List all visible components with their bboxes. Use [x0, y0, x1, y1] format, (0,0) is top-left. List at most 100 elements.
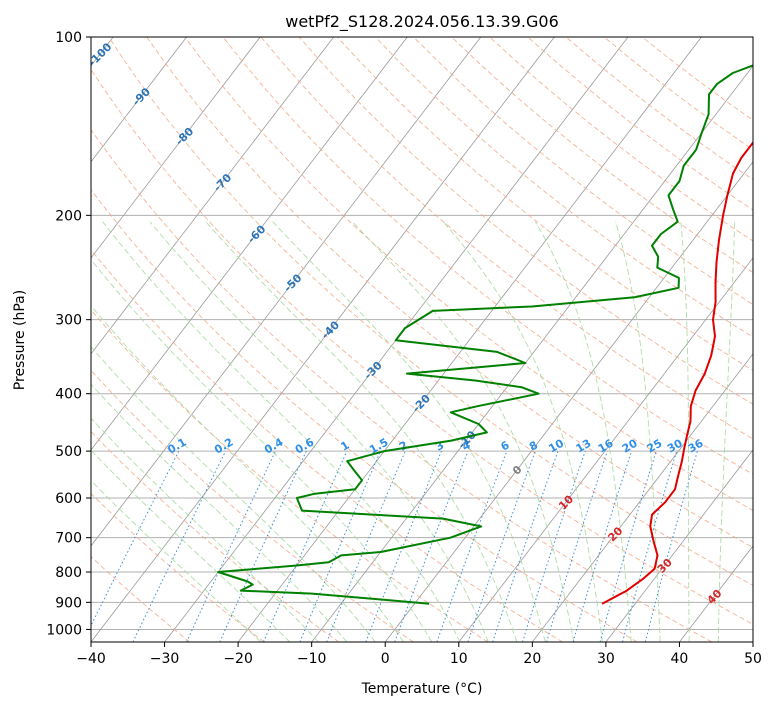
- mixing-ratio-line: [492, 450, 559, 642]
- isotherm-label: -30: [362, 359, 385, 382]
- dry-adiabat-line: [146, 37, 753, 549]
- y-tick-label: 400: [55, 387, 82, 403]
- dry-adiabat-line: [91, 309, 489, 642]
- isotherm-label: -50: [281, 271, 304, 294]
- mixing-ratio-line: [572, 450, 633, 642]
- dry-adiabat-line: [451, 37, 753, 274]
- isotherm-line: [605, 449, 753, 642]
- dry-adiabat-line: [260, 37, 753, 440]
- mixing-ratio-label: 13: [574, 437, 594, 456]
- isotherm-line: [237, 37, 702, 642]
- moist-adiabat-line: [91, 480, 262, 642]
- mixing-ratio-line: [644, 450, 698, 642]
- moist-adiabat-line: [351, 221, 575, 642]
- x-tick-label: 50: [744, 651, 762, 667]
- chart-title: wetPf2_S128.2024.056.13.39.G06: [285, 12, 559, 32]
- mixing-ratio-line: [219, 450, 307, 642]
- dry-adiabat-line: [91, 68, 753, 625]
- dry-adiabat-line: [375, 37, 753, 338]
- isotherm-label: 40: [705, 587, 725, 607]
- mixing-ratio-label: 30: [665, 436, 685, 455]
- dry-adiabat-line: [91, 189, 638, 642]
- dry-adiabat-line: [91, 492, 265, 642]
- moist-adiabat-line: [534, 221, 632, 642]
- isotherm-label: -100: [86, 40, 115, 69]
- dry-adiabat-line: [222, 37, 753, 475]
- mixing-ratio-line: [599, 450, 657, 642]
- mixing-ratio-line: [299, 450, 382, 642]
- x-tick-label: 40: [671, 651, 689, 667]
- moist-adiabat-line: [102, 221, 461, 642]
- background-lines: [91, 37, 753, 642]
- x-tick-label: 10: [450, 651, 468, 667]
- isotherm-line: [91, 37, 408, 451]
- y-tick-label: 300: [55, 313, 82, 329]
- mixing-ratio-line: [132, 450, 227, 642]
- isotherm-line: [311, 65, 753, 642]
- isotherm-line: [458, 257, 753, 642]
- mixing-ratio-label: 0.6: [293, 435, 317, 456]
- mixing-ratio-label: 16: [596, 436, 616, 455]
- isotherm-label: -90: [130, 85, 153, 108]
- x-axis-label: Temperature (°C): [361, 681, 483, 697]
- y-tick-label: 100: [55, 30, 82, 46]
- isotherm-label: 30: [655, 556, 675, 576]
- y-tick-label: 700: [55, 531, 82, 547]
- dry-adiabat-line: [91, 369, 414, 642]
- moist-adiabat-line: [91, 417, 319, 642]
- isotherm-line: [91, 37, 187, 163]
- dry-adiabat-line: [108, 37, 753, 586]
- x-tick-label: 0: [381, 651, 390, 667]
- isotherm-label: -80: [173, 125, 196, 148]
- y-tick-label: 200: [55, 208, 82, 224]
- y-tick-label: 600: [55, 491, 82, 507]
- mixing-ratio-line: [546, 450, 608, 642]
- isotherm-line: [531, 353, 753, 642]
- moist-adiabat-line: [680, 221, 690, 642]
- mixing-ratio-line: [365, 450, 442, 642]
- isotherm-line: [679, 545, 753, 642]
- x-tick-label: −30: [150, 651, 180, 667]
- isotherm-label: -20: [410, 392, 433, 415]
- dry-adiabat-line: [336, 37, 753, 371]
- moist-adiabat-line: [442, 221, 603, 642]
- moist-adiabat-line: [91, 305, 404, 642]
- dry-adiabat-line: [184, 37, 753, 512]
- dry-adiabat-line: [298, 37, 753, 405]
- mixing-ratio-line: [622, 450, 678, 642]
- dry-adiabat-line: [91, 129, 713, 642]
- y-axis-label: Pressure (hPa): [12, 290, 28, 390]
- moist-adiabat-line: [717, 221, 736, 642]
- mixing-ratio-label: 0.1: [165, 436, 188, 457]
- moist-adiabat-line: [272, 221, 546, 642]
- x-tick-label: −10: [297, 651, 327, 667]
- series-layer: [217, 64, 753, 605]
- dewpoint-series-line: [217, 64, 753, 605]
- dry-adiabat-line: [413, 37, 753, 305]
- y-tick-label: 1000: [46, 622, 82, 638]
- isotherm-line: [384, 161, 753, 642]
- temperature-series-line: [601, 140, 753, 605]
- isotherm-line: [91, 37, 555, 642]
- mixing-ratio-line: [263, 450, 348, 642]
- y-tick-label: 800: [55, 565, 82, 581]
- dry-adiabat-line: [527, 37, 753, 211]
- mixing-ratio-label: 10: [546, 436, 566, 455]
- isotherm-label: -60: [245, 222, 268, 245]
- x-tick-label: 30: [597, 651, 615, 667]
- x-tick-label: −40: [76, 651, 106, 667]
- moist-adiabat-line: [205, 221, 518, 642]
- x-tick-label: −20: [223, 651, 253, 667]
- mixing-ratio-label: 25: [645, 437, 665, 456]
- moist-adiabat-line: [149, 221, 489, 642]
- moist-adiabat-line: [91, 449, 291, 642]
- moist-adiabat-line: [91, 258, 433, 642]
- mixing-ratio-line: [326, 450, 406, 642]
- y-tick-label: 900: [55, 595, 82, 611]
- dry-adiabat-line: [565, 37, 753, 181]
- mixing-ratio-line: [394, 450, 469, 642]
- mixing-ratio-label: 20: [620, 436, 640, 455]
- isotherm-label: 0: [510, 463, 525, 478]
- x-tick-label: 20: [523, 651, 541, 667]
